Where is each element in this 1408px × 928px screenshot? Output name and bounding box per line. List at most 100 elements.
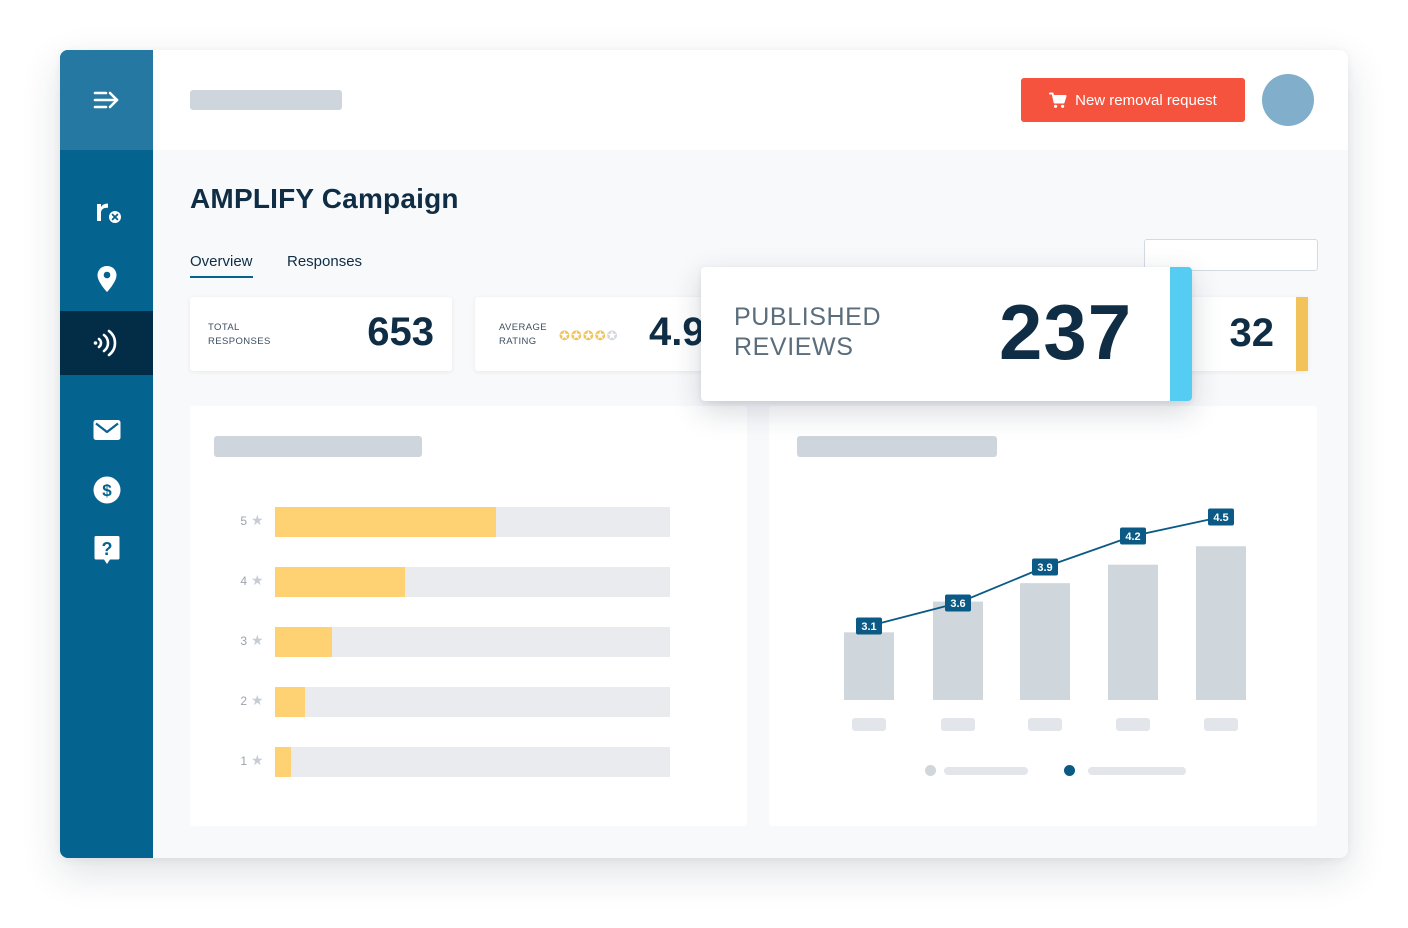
svg-text:$: $ (102, 481, 112, 500)
rating-label-3: 3 (240, 634, 247, 648)
trend-point-label: 4.5 (1208, 508, 1234, 526)
rating-bar-track (275, 687, 670, 717)
rating-bar-5 (275, 507, 497, 537)
star-icon: ★ (251, 512, 264, 528)
rating-label-4: 4 (240, 574, 247, 588)
rating-bar-3 (275, 627, 333, 657)
cart-icon (1049, 92, 1067, 108)
rating-trend-panel: 3.1 3.6 3.9 4.2 4.5 (769, 406, 1317, 826)
extra-stat-value: 32 (1229, 311, 1275, 355)
sidebar-item-help[interactable]: ? (60, 520, 153, 580)
help-question-icon: ? (94, 536, 119, 564)
rating-stars: ✪✪✪✪✪ (559, 328, 619, 344)
sidebar-item-removals[interactable] (60, 180, 153, 240)
trend-bar (1020, 583, 1070, 700)
rating-label-2: 2 (240, 694, 247, 708)
panel-title-placeholder (214, 436, 422, 457)
trend-point-marker (856, 617, 882, 635)
trend-bar (1196, 546, 1246, 700)
rating-bar-track (275, 507, 670, 537)
rating-row-4: 4 ★ (235, 567, 675, 597)
published-reviews-value: 237 (999, 288, 1133, 376)
breadcrumb-placeholder (190, 90, 342, 110)
average-rating-value: 4.9 (649, 310, 705, 354)
legend-bars-marker (925, 765, 936, 776)
x-tick-placeholder (941, 718, 975, 731)
legend-line-label-placeholder (1088, 767, 1186, 775)
dollar-icon: $ (93, 476, 120, 504)
app-window: $ ? New removal request AMPLIFY Campaign… (60, 50, 1348, 858)
rating-row-1: 1 ★ (235, 747, 675, 777)
menu-arrow-icon (93, 91, 118, 109)
rating-bar-4 (275, 567, 406, 597)
star-icon: ★ (251, 572, 264, 588)
star-filled-icon: ✪ (570, 328, 583, 343)
star-icon: ★ (251, 692, 264, 708)
sidebar-item-locations[interactable] (60, 249, 153, 309)
star-icon: ★ (251, 752, 264, 768)
top-bar: New removal request (153, 50, 1348, 150)
rating-row-2: 2 ★ (235, 687, 675, 717)
star-filled-icon: ✪ (582, 328, 595, 343)
trend-point-value: 3.1 (861, 621, 876, 633)
avatar[interactable] (1262, 74, 1314, 126)
star-icon: ★ (251, 632, 264, 648)
trend-bar (1108, 564, 1158, 700)
sidebar-toggle-button[interactable] (60, 50, 153, 150)
x-tick-placeholder (1116, 718, 1150, 731)
published-reviews-card: PUBLISHED REVIEWS 237 (701, 267, 1192, 401)
star-filled-icon: ✪ (594, 328, 607, 343)
rating-row-3: 3 ★ (235, 627, 675, 657)
trend-point-value: 3.6 (950, 598, 965, 610)
published-reviews-accent (1170, 267, 1192, 401)
new-removal-request-button[interactable]: New removal request (1021, 78, 1245, 122)
rating-trend-chart: 3.1 3.6 3.9 4.2 4.5 (844, 508, 1246, 731)
signal-waves-icon (93, 329, 116, 357)
trend-bar (844, 632, 894, 700)
sidebar-item-messages[interactable] (60, 400, 153, 460)
page-title: AMPLIFY Campaign (190, 183, 459, 214)
date-filter-input[interactable] (1144, 239, 1318, 271)
total-responses-card: TOTAL RESPONSES 653 (190, 297, 452, 371)
trend-point-marker (945, 594, 971, 612)
rating-bar-2 (275, 687, 305, 717)
x-tick-placeholder (1204, 718, 1238, 731)
trend-point-label: 3.9 (1032, 558, 1058, 576)
star-filled-icon: ✪ (559, 328, 571, 343)
legend-bars-label-placeholder (944, 767, 1028, 775)
rating-bar-track (275, 747, 670, 777)
trend-point-value: 4.5 (1213, 512, 1228, 524)
rating-row-5: 5 ★ (235, 507, 675, 537)
legend-line-marker (1064, 765, 1075, 776)
tab-responses[interactable]: Responses (287, 253, 363, 270)
trend-point-marker (1120, 527, 1146, 545)
sidebar-item-amplify[interactable] (60, 311, 153, 375)
x-tick-placeholder (852, 718, 886, 731)
rating-label-1: 1 (240, 754, 247, 768)
rating-bar-1 (275, 747, 291, 777)
star-empty-icon: ✪ (606, 328, 619, 343)
trend-bar (933, 601, 983, 700)
trend-point-label: 3.1 (856, 617, 882, 635)
new-removal-request-label: New removal request (1075, 91, 1217, 109)
sidebar: $ ? (60, 50, 153, 858)
published-reviews-label: PUBLISHED REVIEWS (734, 303, 882, 361)
tab-overview[interactable]: Overview (190, 253, 253, 278)
trend-point-marker (1208, 508, 1234, 526)
trend-point-marker (1032, 558, 1058, 576)
svg-text:?: ? (101, 539, 112, 559)
rating-distribution-panel: 5 ★ 4 ★ 3 ★ 2 ★ 1 ★ (190, 406, 747, 826)
x-tick-placeholder (1028, 718, 1062, 731)
reputation-logo-icon (96, 203, 121, 223)
average-rating-card: AVERAGE RATING ✪✪✪✪✪ 4.9 (475, 297, 737, 371)
extra-stat-accent (1296, 297, 1308, 371)
total-responses-value: 653 (367, 310, 434, 354)
trend-point-value: 3.9 (1037, 562, 1052, 574)
location-pin-icon (97, 266, 116, 292)
trend-point-label: 3.6 (945, 594, 971, 612)
average-rating-label: AVERAGE RATING (499, 322, 548, 347)
sidebar-item-billing[interactable]: $ (60, 460, 153, 520)
trend-point-label: 4.2 (1120, 527, 1146, 545)
mail-icon (93, 420, 120, 440)
rating-label-5: 5 (240, 514, 247, 528)
